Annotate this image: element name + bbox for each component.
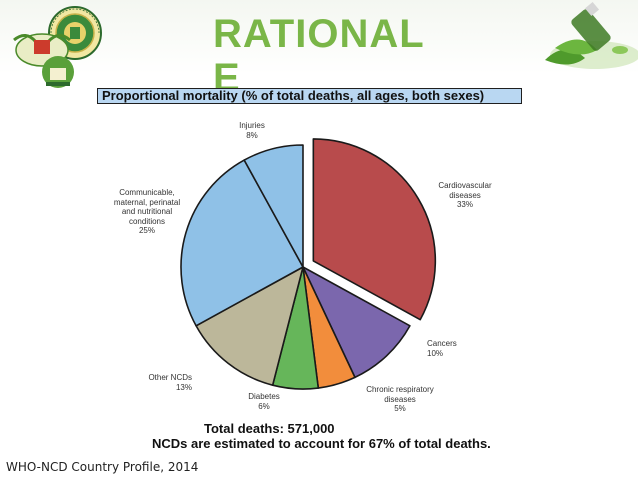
label-chronic-respiratory: Chronic respiratory diseases 5% xyxy=(366,385,434,413)
label-cancers: Cancers 10% xyxy=(427,339,457,358)
pie-slice-communicable-maternal-perinatal-and-nutritional-conditions xyxy=(180,159,304,327)
pie-slice-other-ncds xyxy=(195,266,304,386)
label-injuries: Injuries 8% xyxy=(239,121,265,140)
green-emblem-logo xyxy=(13,33,74,88)
total-deaths: Total deaths: 571,000 xyxy=(204,421,335,436)
pie-slice-cardiovascular-diseases xyxy=(312,138,437,321)
slide-title: RATIONAL E xyxy=(213,12,424,92)
pie-slice-injuries xyxy=(243,144,304,268)
slide-header-band xyxy=(0,0,638,74)
label-diabetes: Diabetes 6% xyxy=(248,392,280,411)
label-cardiovascular: Cardiovascular diseases 33% xyxy=(438,181,492,209)
capsule-bottle-decoration xyxy=(545,1,638,69)
chart-title: Proportional mortality (% of total death… xyxy=(97,88,522,104)
label-communicable: Communicable, maternal, perinatal and nu… xyxy=(113,188,181,235)
source-citation: WHO-NCD Country Profile, 2014 xyxy=(6,460,199,474)
label-other-ncds: Other NCDs 13% xyxy=(148,373,192,392)
ncd-note: NCDs are estimated to account for 67% of… xyxy=(152,436,491,451)
pie-slice-cancers xyxy=(302,266,411,379)
